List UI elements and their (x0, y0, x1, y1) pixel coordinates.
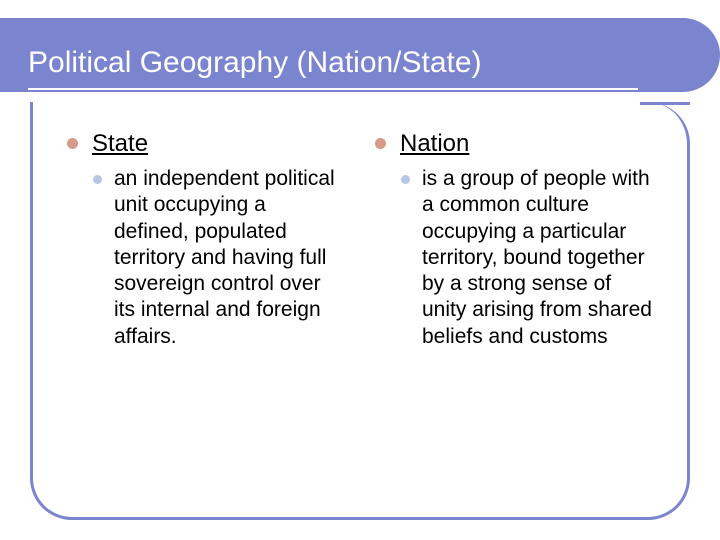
content-box: State an independent political unit occu… (30, 102, 690, 520)
heading-state: State (92, 130, 148, 158)
list-item: Nation (375, 130, 653, 158)
heading-nation: Nation (400, 130, 469, 158)
body-state: an independent political unit occupying … (114, 166, 345, 350)
list-item: State (67, 130, 345, 158)
title-underline (28, 88, 638, 90)
right-column: Nation is a group of people with a commo… (375, 130, 653, 497)
bullet-icon (401, 175, 410, 184)
body-nation: is a group of people with a common cultu… (422, 166, 653, 350)
list-item: is a group of people with a common cultu… (401, 166, 653, 350)
bullet-icon (375, 138, 386, 149)
list-item: an independent political unit occupying … (93, 166, 345, 350)
bullet-icon (93, 175, 102, 184)
slide-title: Political Geography (Nation/State) (28, 46, 482, 80)
title-band: Political Geography (Nation/State) (0, 18, 720, 92)
bullet-icon (67, 138, 78, 149)
left-column: State an independent political unit occu… (67, 130, 345, 497)
